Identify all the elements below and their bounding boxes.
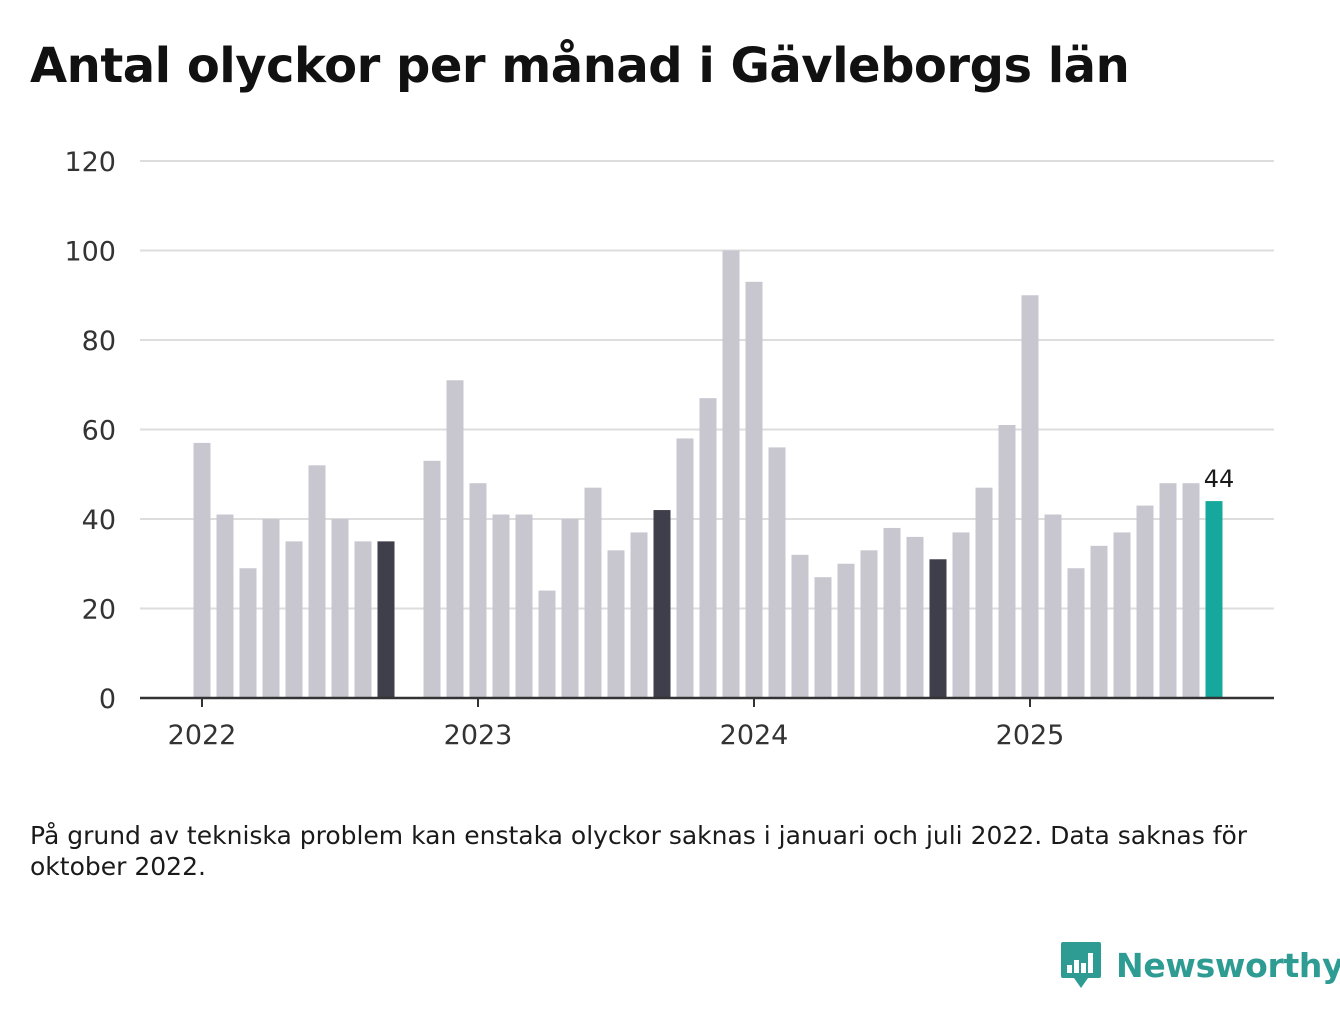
bar-31 [906,536,924,698]
y-tick-label-40: 40 [82,505,116,536]
bar-17 [584,487,602,698]
brand-logo[interactable]: Newsworthy [1060,940,1340,990]
x-tick-label-2022: 2022 [168,720,237,751]
bar-chart: 0 20 40 60 80 100 120 2022 2023 2024 2025 44 [64,147,1274,751]
bar-32 [929,559,947,698]
chart-title: Antal olyckor per månad i Gävleborgs län [30,38,1130,94]
bar-38 [1067,568,1085,698]
bar-22 [699,398,717,698]
bar-15 [538,590,556,698]
bar-29 [860,550,878,698]
y-tick-label-60: 60 [82,416,116,447]
bar-5 [308,465,326,698]
bar-19 [630,532,648,698]
annotations: 44 [1204,465,1235,493]
bar-34 [975,487,993,698]
y-tick-label-100: 100 [64,237,116,268]
bar-36 [1021,295,1039,698]
bar-3 [262,519,280,698]
y-tick-label-120: 120 [64,147,116,178]
newsworthy-logo-icon [1061,942,1101,988]
bar-27 [814,577,832,698]
x-tick-label-2024: 2024 [720,720,789,751]
bar-21 [676,438,694,698]
latest-value-label: 44 [1204,465,1235,493]
y-axis-labels: 0 20 40 60 80 100 120 [64,147,116,715]
bar-12 [469,483,487,698]
bar-26 [791,554,809,698]
bar-20 [653,510,671,698]
bar-23 [722,250,740,698]
bar-25 [768,447,786,698]
bar-42 [1159,483,1177,698]
bar-37 [1044,514,1062,698]
bar-11 [446,380,464,698]
bar-39 [1090,545,1108,698]
bars [193,250,1223,698]
x-tick-label-2023: 2023 [444,720,513,751]
bar-28 [837,563,855,698]
bar-2 [239,568,257,698]
bar-18 [607,550,625,698]
bar-4 [285,541,303,698]
y-tick-label-0: 0 [99,684,116,715]
x-axis: 2022 2023 2024 2025 [140,696,1274,751]
bar-10 [423,460,441,698]
bar-33 [952,532,970,698]
bar-13 [492,514,510,698]
bar-1 [216,514,234,698]
bar-40 [1113,532,1131,698]
bar-41 [1136,505,1154,698]
bar-35 [998,425,1016,698]
bar-14 [515,514,533,698]
y-tick-label-20: 20 [82,595,116,626]
bar-8 [377,541,395,698]
x-tick-label-2025: 2025 [996,720,1065,751]
bar-43 [1182,483,1200,698]
footnote: På grund av tekniska problem kan enstaka… [30,821,1248,881]
y-tick-label-80: 80 [82,326,116,357]
brand-name: Newsworthy [1116,945,1340,985]
bar-16 [561,519,579,698]
bar-0 [193,442,211,698]
bar-24 [745,281,763,698]
bar-7 [354,541,372,698]
bar-6 [331,519,349,698]
bar-30 [883,527,901,698]
bar-44 [1205,501,1223,698]
